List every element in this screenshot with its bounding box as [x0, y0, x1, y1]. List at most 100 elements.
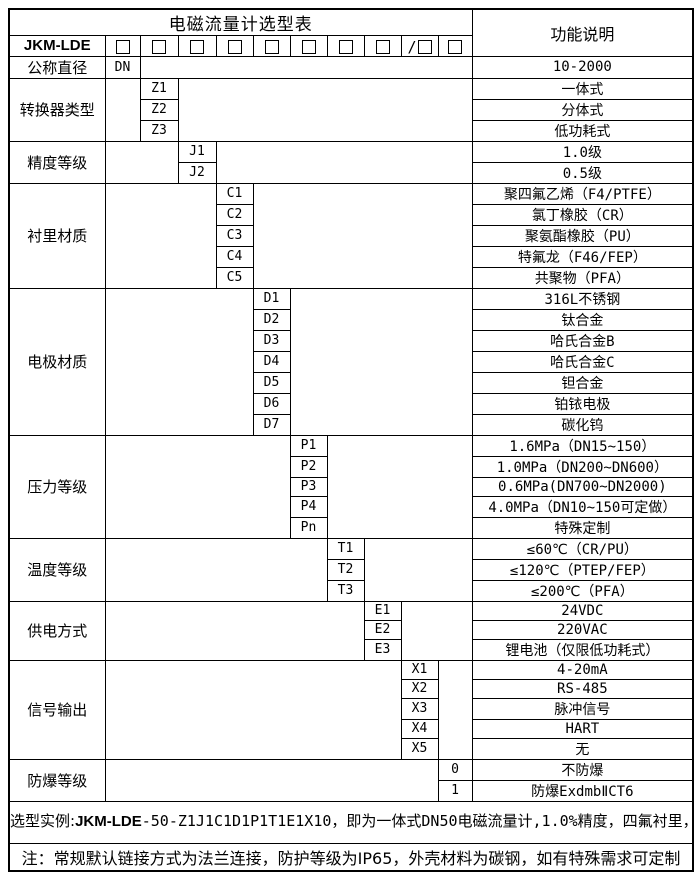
code-cell: D2 [252, 308, 291, 331]
code-cell: E2 [363, 619, 402, 640]
desc-cell: 特殊定制 [471, 516, 694, 539]
empty-cell [104, 77, 141, 142]
desc-cell: ≤120℃（PTEP/FEP） [471, 558, 694, 581]
desc-cell: 0.6MPa(DN700~DN2000) [471, 476, 694, 497]
checkbox-icon [448, 39, 463, 54]
code-cell: 0 [437, 758, 473, 781]
desc-cell: 钽合金 [471, 371, 694, 394]
code-cell: D6 [252, 392, 291, 415]
desc-cell: 锂电池（仅限低功耗式） [471, 638, 694, 661]
desc-cell: 聚四氟乙烯（F4/PTFE） [471, 182, 694, 205]
code-cell: Z3 [139, 119, 179, 142]
code-cell: D3 [252, 329, 291, 352]
desc-cell: ≤200℃（PFA） [471, 579, 694, 602]
desc-cell: 碳化钨 [471, 413, 694, 436]
code-cell: T1 [326, 537, 365, 560]
model-box-cell-8 [363, 35, 402, 57]
code-cell: X1 [400, 659, 439, 680]
empty-cell [104, 287, 254, 436]
code-cell: X4 [400, 718, 439, 739]
desc-cell: 无 [471, 737, 694, 760]
code-cell: C5 [215, 266, 254, 289]
code-cell: X5 [400, 737, 439, 760]
code-cell: P4 [289, 495, 328, 518]
desc-cell: RS-485 [471, 678, 694, 699]
empty-cell [139, 55, 473, 79]
checkbox-icon [417, 39, 432, 54]
desc-cell: 共聚物（PFA） [471, 266, 694, 289]
desc-cell: 4-20mA [471, 659, 694, 680]
empty-cell [104, 140, 179, 184]
desc-cell: 一体式 [471, 77, 694, 100]
empty-cell [104, 758, 439, 802]
code-cell: T3 [326, 579, 365, 602]
empty-cell [215, 140, 473, 184]
desc-cell: 1.6MPa（DN15~150） [471, 434, 694, 457]
section-label-liner: 衬里材质 [8, 182, 106, 289]
desc-cell: 哈氏合金B [471, 329, 694, 352]
code-cell: C2 [215, 203, 254, 226]
checkbox-icon [152, 39, 166, 54]
desc-cell: 316L不锈钢 [471, 287, 694, 310]
desc-cell: HART [471, 718, 694, 739]
section-label-pressure: 压力等级 [8, 434, 106, 539]
empty-cell [177, 77, 473, 142]
code-cell: P2 [289, 455, 328, 478]
desc-cell: 防爆ExdmbⅡCT6 [471, 779, 694, 802]
code-cell: C4 [215, 245, 254, 268]
desc-cell: 钛合金 [471, 308, 694, 331]
model-box-cell-5 [252, 35, 291, 57]
selection-table: 电磁流量计选型表 功能说明 JKM-LDE / 公称直径 DN 10-2000 … [8, 8, 695, 872]
code-cell: T2 [326, 558, 365, 581]
section-label-power: 供电方式 [8, 600, 106, 661]
example-label: 选型实例: [10, 812, 76, 831]
checkbox-icon [190, 39, 204, 54]
model-box-cell-10 [437, 35, 473, 57]
empty-cell [104, 434, 291, 539]
desc-column-header: 功能说明 [471, 8, 694, 57]
code-cell: D5 [252, 371, 291, 394]
table-title: 电磁流量计选型表 [8, 8, 473, 36]
desc-cell: 4.0MPa（DN10~150可定做） [471, 495, 694, 518]
empty-cell [437, 659, 473, 760]
code-cell: D4 [252, 350, 291, 373]
model-box-cell-7 [326, 35, 365, 57]
example-text: -50-Z1J1C1D1P1T1E1X10，即为一体式DN50电磁流量计,1.0… [141, 812, 692, 831]
desc-cell: 1.0级 [471, 140, 694, 163]
model-box-cell-3 [177, 35, 217, 57]
code-cell: X2 [400, 678, 439, 699]
code-cell: X3 [400, 697, 439, 720]
desc-cell: 铂铱电极 [471, 392, 694, 415]
code-cell: C1 [215, 182, 254, 205]
desc-cell: 氯丁橡胶（CR） [471, 203, 694, 226]
checkbox-icon [301, 39, 316, 54]
checkbox-icon [375, 39, 390, 54]
section-label-dn: 公称直径 [8, 55, 106, 79]
example-model: JKM-LDE [75, 813, 142, 831]
footnote: 注：常规默认链接方式为法兰连接，防护等级为IP65，外壳材料为碳钢，如有特殊需求… [8, 842, 694, 872]
code-cell: C3 [215, 224, 254, 247]
code-cell: 1 [437, 779, 473, 802]
desc-cell: 哈氏合金C [471, 350, 694, 373]
empty-cell [104, 182, 217, 289]
section-label-temperature: 温度等级 [8, 537, 106, 602]
desc-cell: 不防爆 [471, 758, 694, 781]
desc-cell: 220VAC [471, 619, 694, 640]
empty-cell [363, 537, 473, 602]
code-cell: J2 [177, 161, 217, 184]
desc-cell: 1.0MPa（DN200~DN600） [471, 455, 694, 478]
code-cell: E3 [363, 638, 402, 661]
code-cell: D1 [252, 287, 291, 310]
code-cell: P3 [289, 476, 328, 497]
desc-cell: 10-2000 [471, 55, 694, 79]
model-slash: / [407, 37, 417, 56]
empty-cell [104, 659, 402, 760]
model-box-cell-1 [104, 35, 141, 57]
section-label-accuracy: 精度等级 [8, 140, 106, 184]
model-box-cell-2 [139, 35, 179, 57]
empty-cell [252, 182, 473, 289]
checkbox-icon [264, 39, 279, 54]
section-label-electrode: 电极材质 [8, 287, 106, 436]
empty-cell [400, 600, 473, 661]
section-label-explosionproof: 防爆等级 [8, 758, 106, 802]
